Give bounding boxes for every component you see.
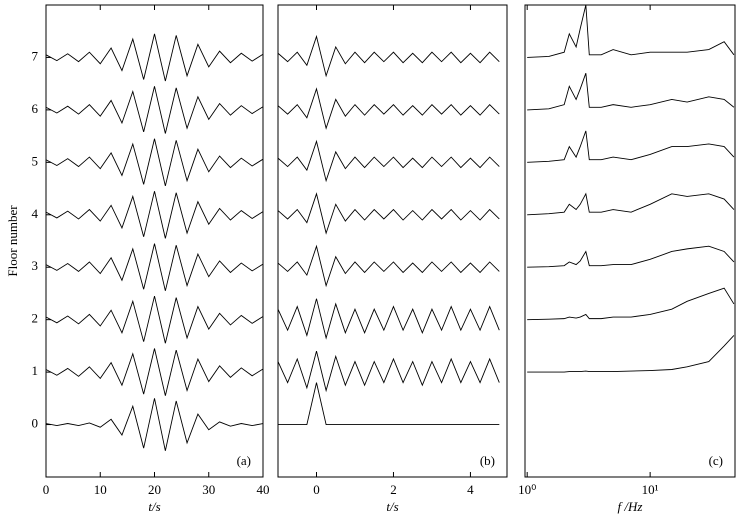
panel-frame [45, 4, 264, 478]
x-axis-title: f /Hz [618, 499, 643, 514]
y-tick-label: 1 [32, 363, 39, 378]
x-tick-label: 10⁰ [518, 482, 536, 497]
trace [45, 33, 264, 82]
panel-label: (b) [480, 453, 495, 468]
y-tick-label: 5 [32, 153, 39, 168]
x-tick-label: 4 [467, 482, 474, 497]
trace [45, 138, 264, 187]
trace [527, 287, 735, 321]
x-tick-label: 10¹ [642, 482, 659, 497]
x-tick-label: 0 [43, 482, 50, 497]
y-tick-label: 6 [32, 101, 39, 116]
trace [45, 398, 264, 451]
x-tick-label: 10 [94, 482, 107, 497]
trace [527, 130, 735, 163]
trace [277, 351, 500, 393]
x-axis-title: t/s [386, 499, 398, 514]
x-axis-title: t/s [148, 499, 160, 514]
panel-frame [277, 4, 508, 478]
x-tick-label: 2 [390, 482, 397, 497]
panel-frame [524, 4, 736, 478]
trace [45, 86, 264, 134]
trace [277, 34, 500, 78]
trace [277, 244, 500, 288]
x-tick-label: 40 [257, 482, 270, 497]
trace [527, 192, 735, 216]
y-tick-label: 7 [32, 48, 39, 63]
trace [277, 139, 500, 183]
panel-label: (c) [709, 453, 723, 468]
trace [45, 191, 264, 239]
y-axis-title: Floor number [5, 205, 20, 277]
y-tick-label: 2 [32, 311, 39, 326]
trace [527, 4, 735, 58]
y-tick-label: 0 [32, 416, 39, 431]
trace [277, 87, 500, 130]
x-tick-label: 30 [202, 482, 215, 497]
trace [277, 192, 500, 235]
trace [277, 298, 500, 340]
trace [45, 243, 264, 291]
x-tick-label: 0 [313, 482, 320, 497]
y-tick-label: 4 [32, 206, 39, 221]
trace [45, 348, 264, 396]
trace [527, 335, 735, 373]
y-tick-label: 3 [32, 258, 39, 273]
trace [278, 382, 500, 426]
trace [45, 295, 264, 344]
panel-label: (a) [237, 453, 251, 468]
x-tick-label: 20 [148, 482, 161, 497]
trace [527, 245, 735, 268]
trace [527, 73, 735, 111]
